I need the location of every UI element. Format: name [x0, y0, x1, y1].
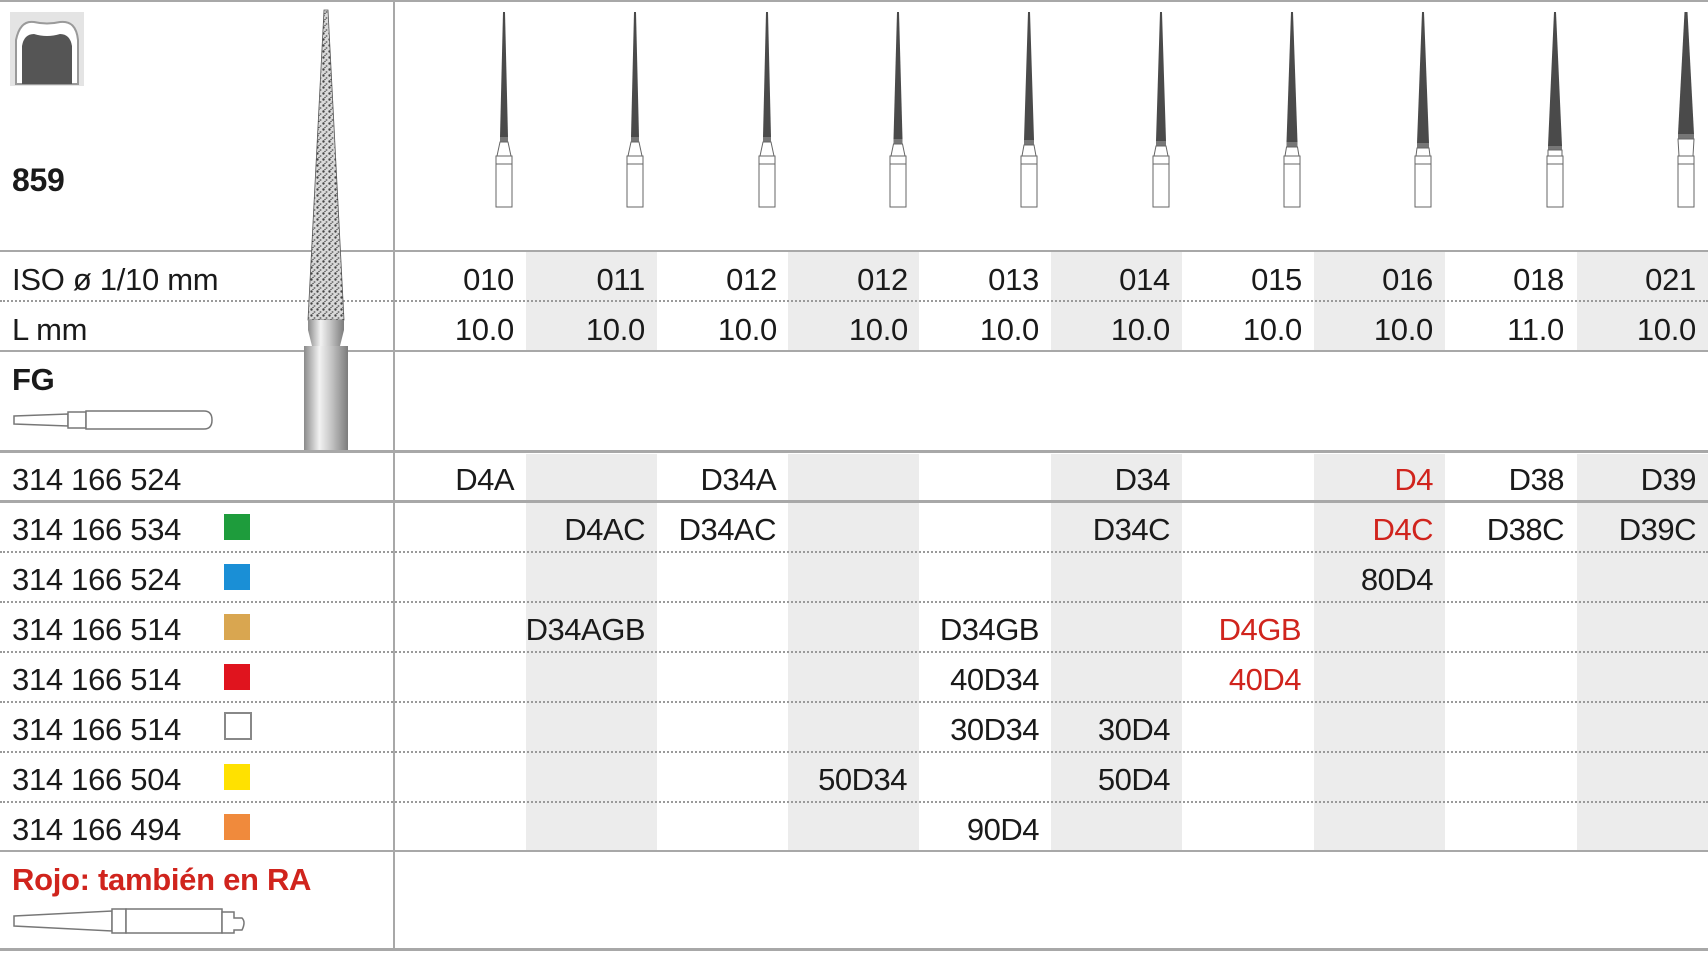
reference-number: 314 166 514 [12, 662, 182, 697]
reference-number: 314 166 534 [12, 512, 182, 547]
product-code: D4C [1372, 512, 1433, 547]
row-divider [0, 350, 1708, 352]
bur-illustration [1413, 12, 1433, 213]
orange-grit-icon [224, 814, 250, 840]
iso-size: 012 [726, 262, 777, 297]
red-grit-icon [224, 664, 250, 690]
product-code: D38C [1486, 512, 1565, 547]
reference-number: 314 166 494 [12, 812, 182, 847]
iso-size: 014 [1119, 262, 1170, 297]
length-value: 10.0 [979, 312, 1039, 347]
bur-illustration [1019, 12, 1039, 213]
product-code: D4GB [1218, 612, 1302, 647]
iso-label: ISO ø 1/10 mm [12, 262, 219, 297]
row-divider [0, 601, 1708, 603]
length-value: 10.0 [585, 312, 645, 347]
product-code: 50D4 [1097, 762, 1171, 797]
shank-label: FG [12, 362, 55, 397]
section-divider [0, 500, 1708, 503]
product-code: D4 [1394, 462, 1433, 497]
product-code: D34AGB [525, 612, 646, 647]
white-grit-icon [224, 712, 252, 740]
reference-number: 314 166 524 [12, 562, 182, 597]
product-code: 50D34 [818, 762, 907, 797]
fg-shank-icon [12, 408, 214, 437]
length-label: L mm [12, 312, 88, 347]
length-value: 10.0 [1636, 312, 1696, 347]
iso-size: 013 [988, 262, 1039, 297]
iso-size: 016 [1382, 262, 1433, 297]
product-code: 40D34 [950, 662, 1039, 697]
row-divider [0, 850, 1708, 852]
row-divider [0, 551, 1708, 553]
length-value: 10.0 [717, 312, 777, 347]
row-divider [0, 701, 1708, 703]
reference-number: 314 166 514 [12, 712, 182, 747]
length-value: 10.0 [454, 312, 514, 347]
product-code: D34 [1114, 462, 1171, 497]
blue-grit-icon [224, 564, 250, 590]
iso-size: 011 [596, 262, 645, 297]
table-top-border [0, 0, 1708, 2]
product-code: D4A [455, 462, 514, 497]
length-value: 11.0 [1507, 312, 1564, 347]
reference-number: 314 166 514 [12, 612, 182, 647]
reference-number: 314 166 504 [12, 762, 182, 797]
product-code: 90D4 [966, 812, 1040, 847]
row-divider [0, 651, 1708, 653]
section-divider [0, 450, 1708, 453]
ra-shank-icon [12, 906, 248, 943]
product-code: D39 [1640, 462, 1697, 497]
product-code: 30D34 [950, 712, 1039, 747]
large-bur-illustration [298, 8, 354, 455]
iso-size: 015 [1251, 262, 1302, 297]
bur-illustration [1676, 12, 1696, 213]
iso-size: 012 [857, 262, 908, 297]
iso-size: 010 [463, 262, 514, 297]
product-code: 80D4 [1360, 562, 1434, 597]
column-divider [393, 0, 395, 951]
bur-illustration [1282, 12, 1302, 213]
footnote-red-also-ra: Rojo: también en RA [12, 862, 312, 897]
product-code: D38 [1508, 462, 1565, 497]
row-divider [0, 751, 1708, 753]
product-code: 30D4 [1097, 712, 1171, 747]
product-code: D34C [1092, 512, 1171, 547]
row-divider [0, 300, 1708, 302]
reference-number: 314 166 524 [12, 462, 182, 497]
gold-grit-icon [224, 614, 250, 640]
length-value: 10.0 [1110, 312, 1170, 347]
product-code: D34AC [678, 512, 777, 547]
green-grit-icon [224, 514, 250, 540]
product-code: D39C [1618, 512, 1697, 547]
tooth-crown-icon [10, 12, 84, 91]
bur-illustration [494, 12, 514, 213]
bur-illustration [1151, 12, 1171, 213]
bur-illustration [1545, 12, 1565, 213]
product-code: D4AC [564, 512, 645, 547]
length-value: 10.0 [848, 312, 908, 347]
row-divider [0, 801, 1708, 803]
bur-illustration [757, 12, 777, 213]
bur-illustration [888, 12, 908, 213]
yellow-grit-icon [224, 764, 250, 790]
bur-illustration [625, 12, 645, 213]
length-value: 10.0 [1242, 312, 1302, 347]
table-bottom-border [0, 948, 1708, 951]
iso-size: 021 [1645, 262, 1696, 297]
iso-size: 018 [1513, 262, 1564, 297]
length-value: 10.0 [1373, 312, 1433, 347]
model-number: 859 [12, 162, 65, 198]
header-divider [0, 250, 1708, 252]
product-code: D34GB [939, 612, 1040, 647]
product-code: 40D4 [1228, 662, 1302, 697]
product-code: D34A [700, 462, 776, 497]
